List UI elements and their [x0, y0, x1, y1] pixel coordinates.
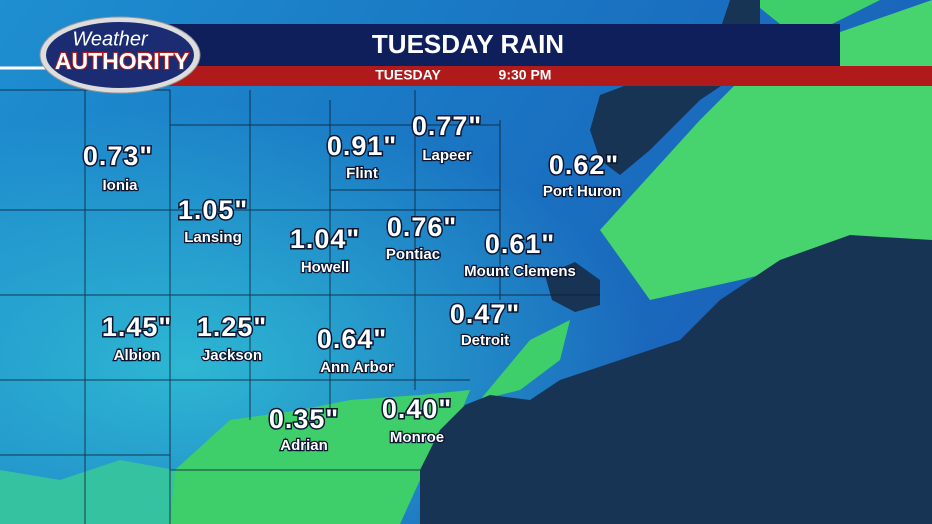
logo-bottom: AUTHORITY: [55, 48, 189, 74]
rain-amount: 0.73": [83, 141, 153, 171]
county-lines: [0, 89, 600, 524]
rain-area: [170, 390, 470, 524]
rain-amount: 1.45": [102, 312, 172, 342]
rain-amount: 0.64": [317, 324, 387, 354]
title-bar: [150, 24, 840, 66]
rain-amount: 0.47": [450, 299, 520, 329]
lake-st-clair: [545, 262, 600, 312]
title: TUESDAY RAIN: [372, 29, 564, 59]
city-name: Pontiac: [386, 246, 440, 263]
city-name: Jackson: [202, 347, 262, 364]
rain-amount: 0.35": [269, 404, 339, 434]
rain-amount: 1.05": [178, 195, 248, 225]
rain-amount: 0.61": [485, 229, 555, 259]
labels: 0.73" Ionia 1.05" Lansing 0.91" Flint 0.77" Lap…: [81, 110, 622, 456]
rain-area: [750, 0, 880, 40]
rain-amount: 0.77": [412, 111, 482, 141]
city-name: Albion: [114, 347, 161, 364]
rain-amount: 1.04": [290, 224, 360, 254]
logo-top: Weather: [72, 28, 149, 50]
rain-amount: 0.91": [327, 131, 397, 161]
city-name: Adrian: [280, 437, 328, 454]
time: 9:30 PM: [499, 67, 552, 83]
rain-amount: 0.62": [549, 150, 619, 180]
city-name: Ionia: [102, 177, 138, 194]
rain-area: [480, 320, 570, 400]
city-name: Monroe: [390, 429, 444, 446]
city-name: Detroit: [461, 332, 509, 349]
city-name: Lansing: [184, 229, 242, 246]
logo-inner: [46, 22, 194, 88]
day: TUESDAY: [375, 67, 441, 83]
city-name: Mount Clemens: [464, 263, 576, 280]
city-name: Lapeer: [422, 147, 471, 164]
city-name: Ann Arbor: [320, 359, 394, 376]
subtitle-bar: [150, 66, 932, 86]
rain-amount: 0.40": [382, 394, 452, 424]
city-name: Howell: [301, 259, 349, 276]
rain-amount: 1.25": [197, 312, 267, 342]
city-name: Flint: [346, 165, 378, 182]
lake-erie: [420, 235, 932, 524]
city-name: Port Huron: [543, 183, 621, 200]
rain-area: [0, 460, 175, 524]
rain-amount: 0.76": [387, 212, 457, 242]
